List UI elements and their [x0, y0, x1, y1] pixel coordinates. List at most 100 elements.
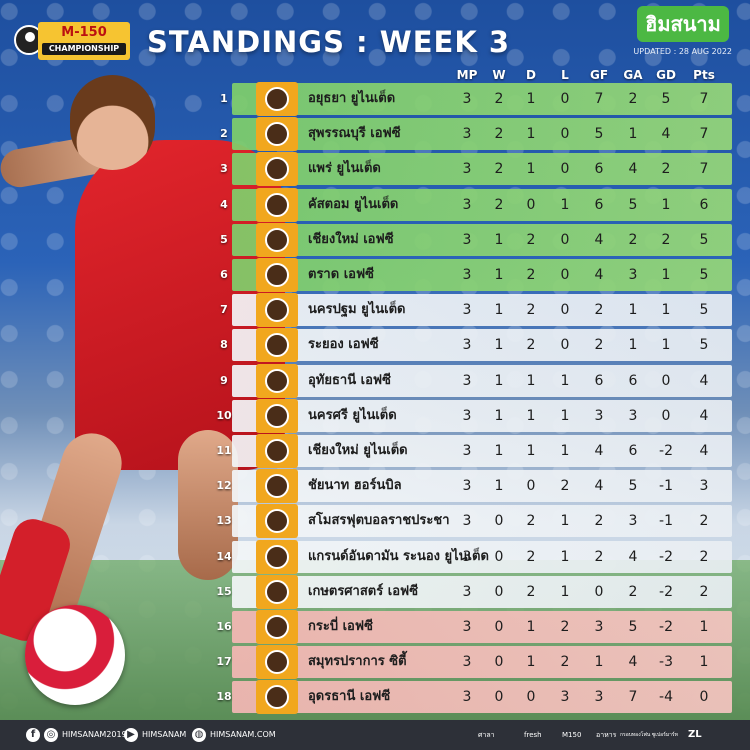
stat-gf: 6 [594, 372, 604, 389]
team-crest-icon [256, 363, 298, 398]
stat-gd: 1 [661, 267, 671, 283]
position-number: 13 [216, 514, 232, 528]
stat-ga: 1 [628, 126, 638, 143]
crest-emblem-icon [265, 615, 289, 639]
stat-w: 0 [494, 513, 504, 530]
position-number: 3 [220, 162, 228, 176]
sponsor-logo: fresh [524, 731, 542, 739]
stat-l: 0 [560, 91, 570, 107]
stat-w: 1 [494, 372, 504, 389]
stat-gf: 2 [594, 337, 604, 354]
stat-ga: 3 [628, 267, 638, 283]
stat-w: 0 [494, 619, 504, 635]
stat-gf: 3 [594, 407, 604, 424]
position-number: 10 [216, 408, 232, 422]
table-row: 16 กระบี่ เอฟซี 3 0 1 2 3 5 -2 1 [216, 610, 732, 644]
column-header: W [492, 68, 506, 82]
stat-mp: 3 [462, 372, 472, 389]
youtube-handle[interactable]: HIMSANAM [142, 730, 187, 739]
stat-gd: 4 [661, 126, 671, 143]
stat-pts: 4 [699, 372, 709, 389]
team-name: ชัยนาท ฮอร์นบิล [308, 478, 402, 494]
stat-w: 0 [494, 689, 504, 706]
stat-gd: 0 [661, 372, 671, 389]
stat-d: 1 [526, 619, 536, 635]
stat-l: 2 [560, 654, 570, 671]
stat-ga: 1 [628, 302, 638, 319]
stat-d: 0 [526, 478, 536, 495]
team-crest-icon [256, 504, 298, 539]
stat-pts: 0 [699, 689, 709, 706]
team-name: สโมสรฟุตบอลราชประชา [308, 513, 450, 529]
position-number: 12 [216, 479, 232, 493]
stat-ga: 4 [628, 654, 638, 671]
stat-d: 2 [526, 548, 536, 565]
stat-gd: 2 [661, 231, 671, 248]
stat-mp: 3 [462, 689, 472, 706]
stat-pts: 2 [699, 583, 709, 600]
stat-gf: 7 [594, 91, 604, 107]
stat-pts: 7 [699, 91, 709, 107]
youtube-icon[interactable]: ▶ [124, 728, 138, 742]
stat-gd: 5 [661, 91, 671, 107]
table-row: 17 สมุทรปราการ ซิตี้ 3 0 1 2 1 4 -3 1 [216, 645, 732, 680]
stat-gf: 4 [594, 231, 604, 248]
stat-w: 1 [494, 267, 504, 283]
stat-gf: 4 [594, 443, 604, 459]
website-link[interactable]: HIMSANAM.COM [210, 730, 276, 739]
crest-emblem-icon [265, 579, 289, 604]
stat-l: 0 [560, 337, 570, 354]
brand-logo: ฮิมสนาม [637, 6, 729, 42]
position-number: 16 [216, 620, 232, 633]
stat-mp: 3 [462, 161, 472, 178]
stat-gd: -1 [659, 513, 673, 530]
stat-mp: 3 [462, 91, 472, 107]
column-header: GA [623, 68, 643, 82]
position-number: 14 [216, 549, 232, 563]
stat-ga: 4 [628, 161, 638, 178]
stat-d: 2 [526, 583, 536, 600]
table-row: 5 เชียงใหม่ เอฟซี 3 1 2 0 4 2 2 5 [220, 222, 732, 257]
stat-d: 1 [526, 126, 536, 143]
position-number: 8 [220, 338, 228, 352]
instagram-icon[interactable]: ◎ [44, 728, 58, 742]
sponsor-logo: M150 [562, 731, 582, 739]
stat-w: 1 [494, 337, 504, 354]
globe-icon[interactable]: ◍ [192, 728, 206, 742]
stat-ga: 4 [628, 548, 638, 565]
facebook-icon[interactable]: f [26, 728, 40, 742]
team-crest-icon [256, 187, 298, 222]
stat-l: 0 [560, 126, 570, 143]
crest-emblem-icon [265, 333, 289, 358]
stat-ga: 2 [628, 583, 638, 600]
crest-emblem-icon [265, 157, 289, 182]
team-crest-icon [256, 539, 298, 574]
crest-emblem-icon [265, 192, 289, 217]
stat-pts: 7 [699, 126, 709, 143]
instagram-handle[interactable]: HIMSANAM2019 [62, 730, 127, 739]
stat-l: 2 [560, 619, 570, 635]
stat-l: 3 [560, 689, 570, 706]
sponsor-logo: ZL [688, 729, 702, 740]
stat-d: 1 [526, 407, 536, 424]
stat-mp: 3 [462, 196, 472, 213]
stat-mp: 3 [462, 619, 472, 635]
sponsor-logo: อาหาร [596, 731, 617, 739]
crest-emblem-icon [265, 263, 289, 287]
stat-gd: -2 [659, 619, 673, 635]
stat-l: 0 [560, 302, 570, 319]
stat-d: 1 [526, 654, 536, 671]
stat-l: 1 [560, 548, 570, 565]
position-number: 1 [220, 92, 228, 105]
position-number: 11 [216, 444, 232, 457]
position-number: 7 [220, 303, 228, 317]
team-crest-icon [256, 117, 298, 152]
position-number: 17 [216, 655, 232, 669]
stat-pts: 6 [699, 196, 709, 213]
stat-mp: 3 [462, 231, 472, 248]
stat-w: 1 [494, 231, 504, 248]
table-row: 13 สโมสรฟุตบอลราชประชา 3 0 2 1 2 3 -1 2 [216, 504, 732, 539]
stat-ga: 6 [628, 443, 638, 459]
stat-w: 1 [494, 478, 504, 495]
stat-d: 2 [526, 267, 536, 283]
